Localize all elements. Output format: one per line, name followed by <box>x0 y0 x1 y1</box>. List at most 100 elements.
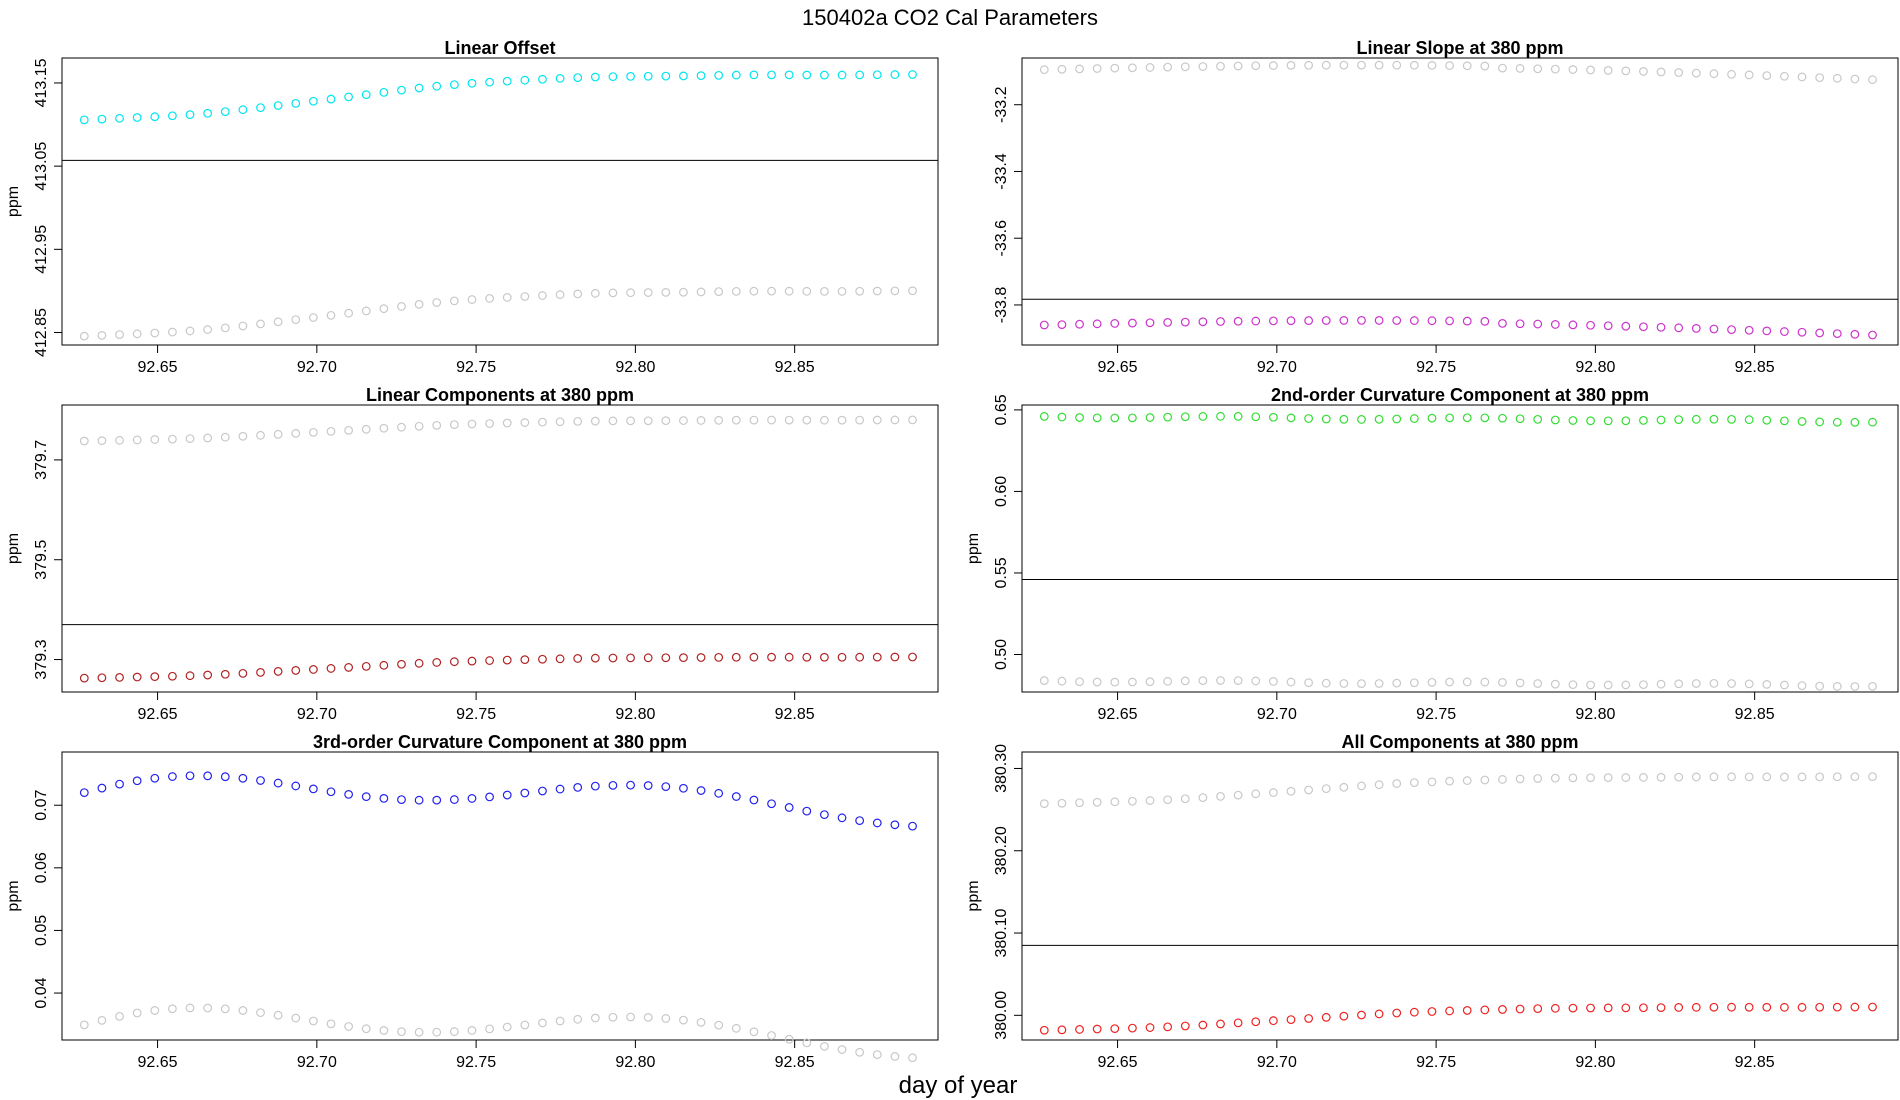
data-point <box>1656 415 1666 425</box>
data-point <box>220 669 230 679</box>
y-tick-label: 0.06 <box>33 852 50 883</box>
data-point <box>890 652 900 662</box>
data-point <box>1691 68 1701 78</box>
data-point <box>1233 790 1243 800</box>
data-point <box>1498 775 1507 784</box>
panel-3: Linear Components at 380 ppm ppm 92.65 92.7… <box>5 385 939 723</box>
data-point <box>1480 1005 1490 1015</box>
data-point <box>1498 677 1507 687</box>
data-point <box>1128 796 1137 806</box>
data-point <box>379 87 389 97</box>
data-point <box>1445 776 1454 786</box>
x-tick-label: 92.85 <box>775 706 815 723</box>
data-point <box>1392 414 1402 424</box>
data-point <box>679 653 688 663</box>
data-point <box>397 1027 406 1037</box>
data-point <box>1216 791 1225 801</box>
data-point <box>79 673 89 683</box>
data-point <box>1198 412 1208 421</box>
plot-frame <box>1021 57 1899 346</box>
data-point <box>485 792 494 802</box>
data-point <box>1445 61 1454 70</box>
data-point <box>1304 60 1314 70</box>
data-point <box>784 1034 794 1044</box>
data-point <box>291 1013 301 1023</box>
data-point <box>1533 64 1543 74</box>
data-point <box>1321 316 1331 325</box>
data-point <box>1498 1005 1507 1014</box>
data-point <box>1092 319 1102 329</box>
data-point <box>1110 63 1120 73</box>
data-point <box>837 70 847 80</box>
data-point <box>573 416 583 426</box>
data-point <box>1304 678 1314 688</box>
data-point <box>1039 1025 1049 1035</box>
data-point <box>590 416 600 426</box>
data-point <box>1110 319 1120 328</box>
data-point <box>432 658 442 667</box>
data-point <box>1568 773 1578 783</box>
data-point <box>132 329 142 339</box>
data-point <box>1233 676 1243 685</box>
data-point <box>168 111 177 121</box>
data-point <box>168 772 177 781</box>
data-point <box>485 656 494 665</box>
data-point <box>1128 318 1137 328</box>
data-point <box>256 776 265 785</box>
data-point <box>449 296 459 306</box>
data-point <box>203 1003 213 1013</box>
data-point <box>872 415 882 425</box>
data-point <box>731 70 741 80</box>
data-point <box>590 781 600 791</box>
data-point <box>1586 65 1595 75</box>
data-point <box>590 653 600 663</box>
y-tick-label: -33.4 <box>993 153 1010 190</box>
x-axis-label: day of year <box>899 1072 1018 1099</box>
data-point <box>855 1047 865 1057</box>
data-point <box>1797 681 1807 691</box>
data-point <box>150 328 160 338</box>
data-point <box>1286 413 1296 423</box>
data-point <box>908 70 917 79</box>
data-point <box>397 85 406 95</box>
data-point <box>820 415 829 425</box>
data-point <box>837 813 847 823</box>
data-point <box>1057 412 1067 422</box>
data-point <box>1603 773 1613 783</box>
data-point <box>1744 415 1754 425</box>
data-point <box>256 668 265 677</box>
data-point <box>1092 413 1102 423</box>
data-point <box>714 415 724 425</box>
data-point <box>502 76 512 86</box>
data-point <box>1374 60 1384 70</box>
data-point <box>1445 1006 1454 1016</box>
data-point <box>1145 677 1155 687</box>
data-point <box>291 315 301 325</box>
plot-frame <box>61 57 939 346</box>
x-tick-label: 92.85 <box>775 1054 815 1071</box>
data-point <box>1709 324 1719 334</box>
data-point <box>1145 318 1155 328</box>
data-point <box>1586 680 1595 690</box>
data-point <box>256 319 265 329</box>
data-point <box>1656 1003 1666 1013</box>
x-tick-label: 92.75 <box>1416 706 1456 723</box>
data-point <box>326 664 336 673</box>
data-point <box>238 773 248 783</box>
data-point <box>1427 677 1437 687</box>
data-point <box>1621 66 1631 76</box>
data-point <box>1480 61 1490 71</box>
data-point <box>397 302 406 311</box>
data-point <box>1744 772 1754 782</box>
data-point <box>1603 416 1613 426</box>
series-2 <box>79 1003 917 1063</box>
data-point <box>731 286 741 296</box>
data-point <box>1462 61 1472 71</box>
data-point <box>1268 316 1278 326</box>
data-point <box>1198 62 1208 71</box>
x-tick-label: 92.80 <box>1575 359 1615 376</box>
data-point <box>361 661 371 671</box>
data-point <box>150 1006 160 1015</box>
y-tick-label: 0.50 <box>993 639 1010 670</box>
x-tick-label: 92.80 <box>1575 706 1615 723</box>
